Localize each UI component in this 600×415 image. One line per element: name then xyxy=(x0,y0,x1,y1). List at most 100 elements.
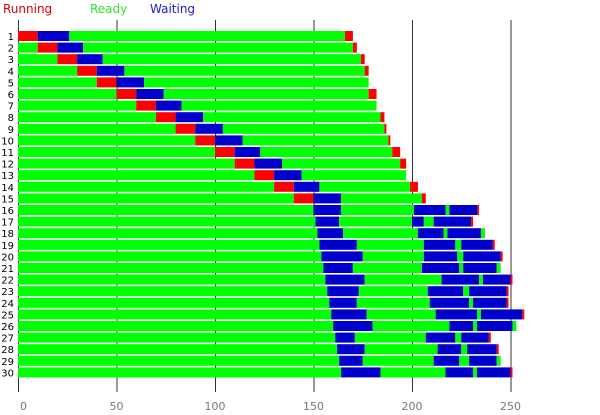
bar-segment-ready xyxy=(455,239,462,250)
row-label-20: 20 xyxy=(1,252,14,263)
row-label-15: 15 xyxy=(1,194,14,205)
bar-segment-running xyxy=(488,332,491,343)
bar-segment-ready xyxy=(18,367,342,378)
row-label-10: 10 xyxy=(1,136,14,147)
bar-segment-ready xyxy=(423,216,434,227)
bar-segment-running xyxy=(471,216,474,227)
legend: Running Ready Waiting xyxy=(3,2,195,16)
process-row-22 xyxy=(18,274,513,285)
bar-segment-running xyxy=(96,77,117,88)
bar-segment-ready xyxy=(341,205,414,215)
process-row-16 xyxy=(18,205,479,215)
bar-segment-ready xyxy=(343,228,418,239)
bar-segment-waiting xyxy=(412,216,424,227)
x-tick-label-250: 250 xyxy=(500,400,521,413)
bar-segment-ready xyxy=(457,251,464,262)
process-row-18 xyxy=(18,228,485,239)
x-tick-label-0: 0 xyxy=(20,400,27,413)
bar-segment-ready xyxy=(18,205,314,215)
bar-segment-ready xyxy=(144,77,369,88)
row-label-24: 24 xyxy=(1,299,14,310)
row-label-18: 18 xyxy=(1,229,14,240)
bar-segment-ready xyxy=(83,42,353,53)
process-row-10 xyxy=(18,135,391,146)
process-row-28 xyxy=(18,344,499,355)
bar-segment-waiting xyxy=(473,297,507,308)
bar-segment-waiting xyxy=(433,355,460,366)
bar-segment-ready xyxy=(478,274,483,285)
bar-segment-ready xyxy=(362,355,434,366)
bar-segment-ready xyxy=(18,77,97,88)
bar-segment-running xyxy=(522,309,525,320)
row-label-19: 19 xyxy=(1,241,14,252)
process-row-7 xyxy=(18,100,377,111)
bar-segment-ready xyxy=(181,100,377,111)
bar-segment-ready xyxy=(463,286,470,297)
bar-segment-running xyxy=(510,274,513,285)
row-label-13: 13 xyxy=(1,171,14,182)
bar-segment-waiting xyxy=(427,286,464,297)
bar-segment-ready xyxy=(364,274,442,285)
bar-segment-waiting xyxy=(215,135,243,146)
bar-segment-waiting xyxy=(331,309,367,320)
bar-segment-running xyxy=(360,54,365,65)
bar-segment-waiting xyxy=(321,251,363,262)
row-labels: 1234567891011121314151617181920212223242… xyxy=(1,32,14,379)
bar-segment-waiting xyxy=(421,263,460,273)
bar-segment-ready xyxy=(18,100,137,111)
bar-segment-running xyxy=(364,65,369,76)
bar-segment-waiting xyxy=(323,263,353,273)
bar-segment-ready xyxy=(301,170,407,181)
process-row-25 xyxy=(18,309,525,320)
bar-segment-waiting xyxy=(433,216,472,227)
bar-segment-waiting xyxy=(319,239,357,250)
bar-segment-ready xyxy=(443,228,448,239)
bar-segment-waiting xyxy=(423,251,458,262)
row-label-7: 7 xyxy=(8,102,14,113)
bar-segment-running xyxy=(421,193,426,204)
bar-segment-waiting xyxy=(480,309,523,320)
bar-segment-running xyxy=(234,158,255,169)
bar-segment-waiting xyxy=(413,205,446,215)
bar-segment-ready xyxy=(163,89,369,99)
process-row-17 xyxy=(18,216,474,227)
row-label-17: 17 xyxy=(1,218,14,229)
process-row-14 xyxy=(18,181,418,192)
bar-segment-waiting xyxy=(441,274,479,285)
legend-ready: Ready xyxy=(90,2,127,16)
bar-segment-waiting xyxy=(461,332,489,343)
bar-segment-ready xyxy=(18,54,58,65)
bars xyxy=(18,31,525,378)
bar-segment-ready xyxy=(124,65,365,76)
bar-segment-ready xyxy=(18,309,332,320)
bar-segment-running xyxy=(477,205,479,215)
process-row-5 xyxy=(18,77,369,88)
process-row-27 xyxy=(18,332,491,343)
bar-segment-waiting xyxy=(469,286,507,297)
row-label-9: 9 xyxy=(8,125,14,136)
bar-segment-waiting xyxy=(175,112,204,123)
process-row-12 xyxy=(18,158,407,169)
bar-segment-ready xyxy=(18,147,215,157)
bar-segment-running xyxy=(500,251,503,262)
bar-segment-ready xyxy=(18,158,235,169)
bar-segment-ready xyxy=(18,297,330,308)
bar-segment-running xyxy=(384,123,387,134)
bar-segment-ready xyxy=(358,286,428,297)
bar-segment-ready xyxy=(319,181,411,192)
bar-segment-running xyxy=(57,54,78,65)
bar-segment-waiting xyxy=(467,344,497,355)
bar-segment-waiting xyxy=(274,170,302,181)
bar-segment-running xyxy=(155,112,176,123)
bar-segment-waiting xyxy=(313,193,342,204)
bar-segment-running xyxy=(77,65,97,76)
row-label-22: 22 xyxy=(1,276,14,287)
bar-segment-running xyxy=(506,286,509,297)
row-label-25: 25 xyxy=(1,310,14,321)
bar-segment-waiting xyxy=(195,123,223,134)
bar-segment-ready xyxy=(459,355,470,366)
process-row-13 xyxy=(18,170,407,181)
bar-segment-ready xyxy=(366,309,436,320)
process-row-1 xyxy=(18,31,353,41)
